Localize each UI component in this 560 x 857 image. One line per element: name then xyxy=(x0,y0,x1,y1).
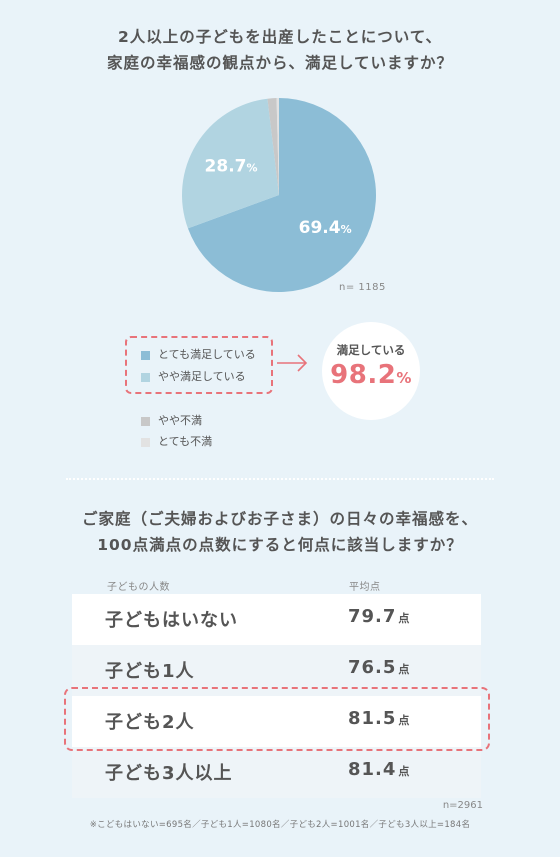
summary-value: 98.2% xyxy=(322,360,420,390)
section-divider xyxy=(66,478,494,480)
legend-swatch xyxy=(141,350,150,360)
row-category: 子ども3人以上 xyxy=(105,763,233,784)
legend-swatch xyxy=(141,437,150,447)
row-value: 76.5 点 xyxy=(348,657,410,678)
legend-label: とても満足している xyxy=(158,348,256,361)
summary-number: 98.2 xyxy=(330,360,397,390)
legend-item: とても不満 xyxy=(141,434,212,450)
legend-item: やや満足している xyxy=(141,369,246,385)
legend-label: やや満足している xyxy=(158,370,246,383)
question-2-title: ご家庭（ご夫婦およびお子さま）の日々の幸福感を、 100点満点の点数にすると何点… xyxy=(0,506,560,558)
satisfied-summary-circle: 満足している 98.2% xyxy=(322,322,420,420)
pie-slice xyxy=(187,98,376,292)
row-unit: 点 xyxy=(398,663,411,676)
row-score: 81.5 xyxy=(348,708,397,729)
legend-swatch xyxy=(141,416,150,426)
row-value: 79.7 点 xyxy=(348,606,410,627)
pie-slice xyxy=(267,98,279,195)
table-footnote: ※こどもはいない=695名／子ども1人=1080名／子ども2人=1001名／子ど… xyxy=(89,820,471,830)
row-value: 81.5 点 xyxy=(348,708,410,729)
legend-label: やや不満 xyxy=(158,414,202,427)
question-2-line-2: 100点満点の点数にすると何点に該当しますか？ xyxy=(97,536,463,554)
question-1-title: 2人以上の子どもを出産したことについて、 家庭の幸福感の観点から、満足しています… xyxy=(0,24,560,76)
column-header-value: 平均点 xyxy=(349,582,381,593)
legend-item: やや不満 xyxy=(141,413,202,429)
table-row: 子ども3人以上 81.4 点 xyxy=(72,747,481,798)
question-1-line-1: 2人以上の子どもを出産したことについて、 xyxy=(117,28,443,46)
pie-slice xyxy=(276,98,279,195)
row-category: 子どもはいない xyxy=(105,610,238,631)
pie-slice-label: 28.7% xyxy=(205,157,258,177)
row-unit: 点 xyxy=(398,714,411,727)
summary-label: 満足している xyxy=(336,343,406,357)
row-unit: 点 xyxy=(398,765,411,778)
pie-slice xyxy=(182,98,279,229)
column-header-category: 子どもの人数 xyxy=(107,582,170,593)
question-2-line-1: ご家庭（ご夫婦およびお子さま）の日々の幸福感を、 xyxy=(81,510,478,528)
row-category: 子ども2人 xyxy=(105,712,195,733)
row-score: 81.4 xyxy=(348,759,397,780)
legend-label: とても不満 xyxy=(158,435,213,448)
row-score: 79.7 xyxy=(348,606,397,627)
table-sample-size: n=2961 xyxy=(442,800,483,811)
pie-slice-label: 69.4% xyxy=(299,218,352,238)
legend-swatch xyxy=(141,372,150,382)
table-row: 子ども2人 81.5 点 xyxy=(72,696,481,747)
row-value: 81.4 点 xyxy=(348,759,410,780)
highlight-row-box xyxy=(64,687,490,751)
table-row: 子どもはいない 79.7 点 xyxy=(72,594,481,645)
row-score: 76.5 xyxy=(348,657,397,678)
satisfaction-pie-chart: 69.4% 28.7% xyxy=(182,98,376,292)
legend-item: とても満足している xyxy=(141,347,256,363)
pie-sample-size: n= 1185 xyxy=(339,282,386,293)
arrow-right-icon xyxy=(277,354,308,372)
row-unit: 点 xyxy=(398,612,411,625)
row-category: 子ども1人 xyxy=(105,661,195,682)
question-1-line-2: 家庭の幸福感の観点から、満足していますか？ xyxy=(106,54,454,72)
satisfied-highlight-box xyxy=(125,336,273,394)
summary-unit: % xyxy=(396,369,412,387)
